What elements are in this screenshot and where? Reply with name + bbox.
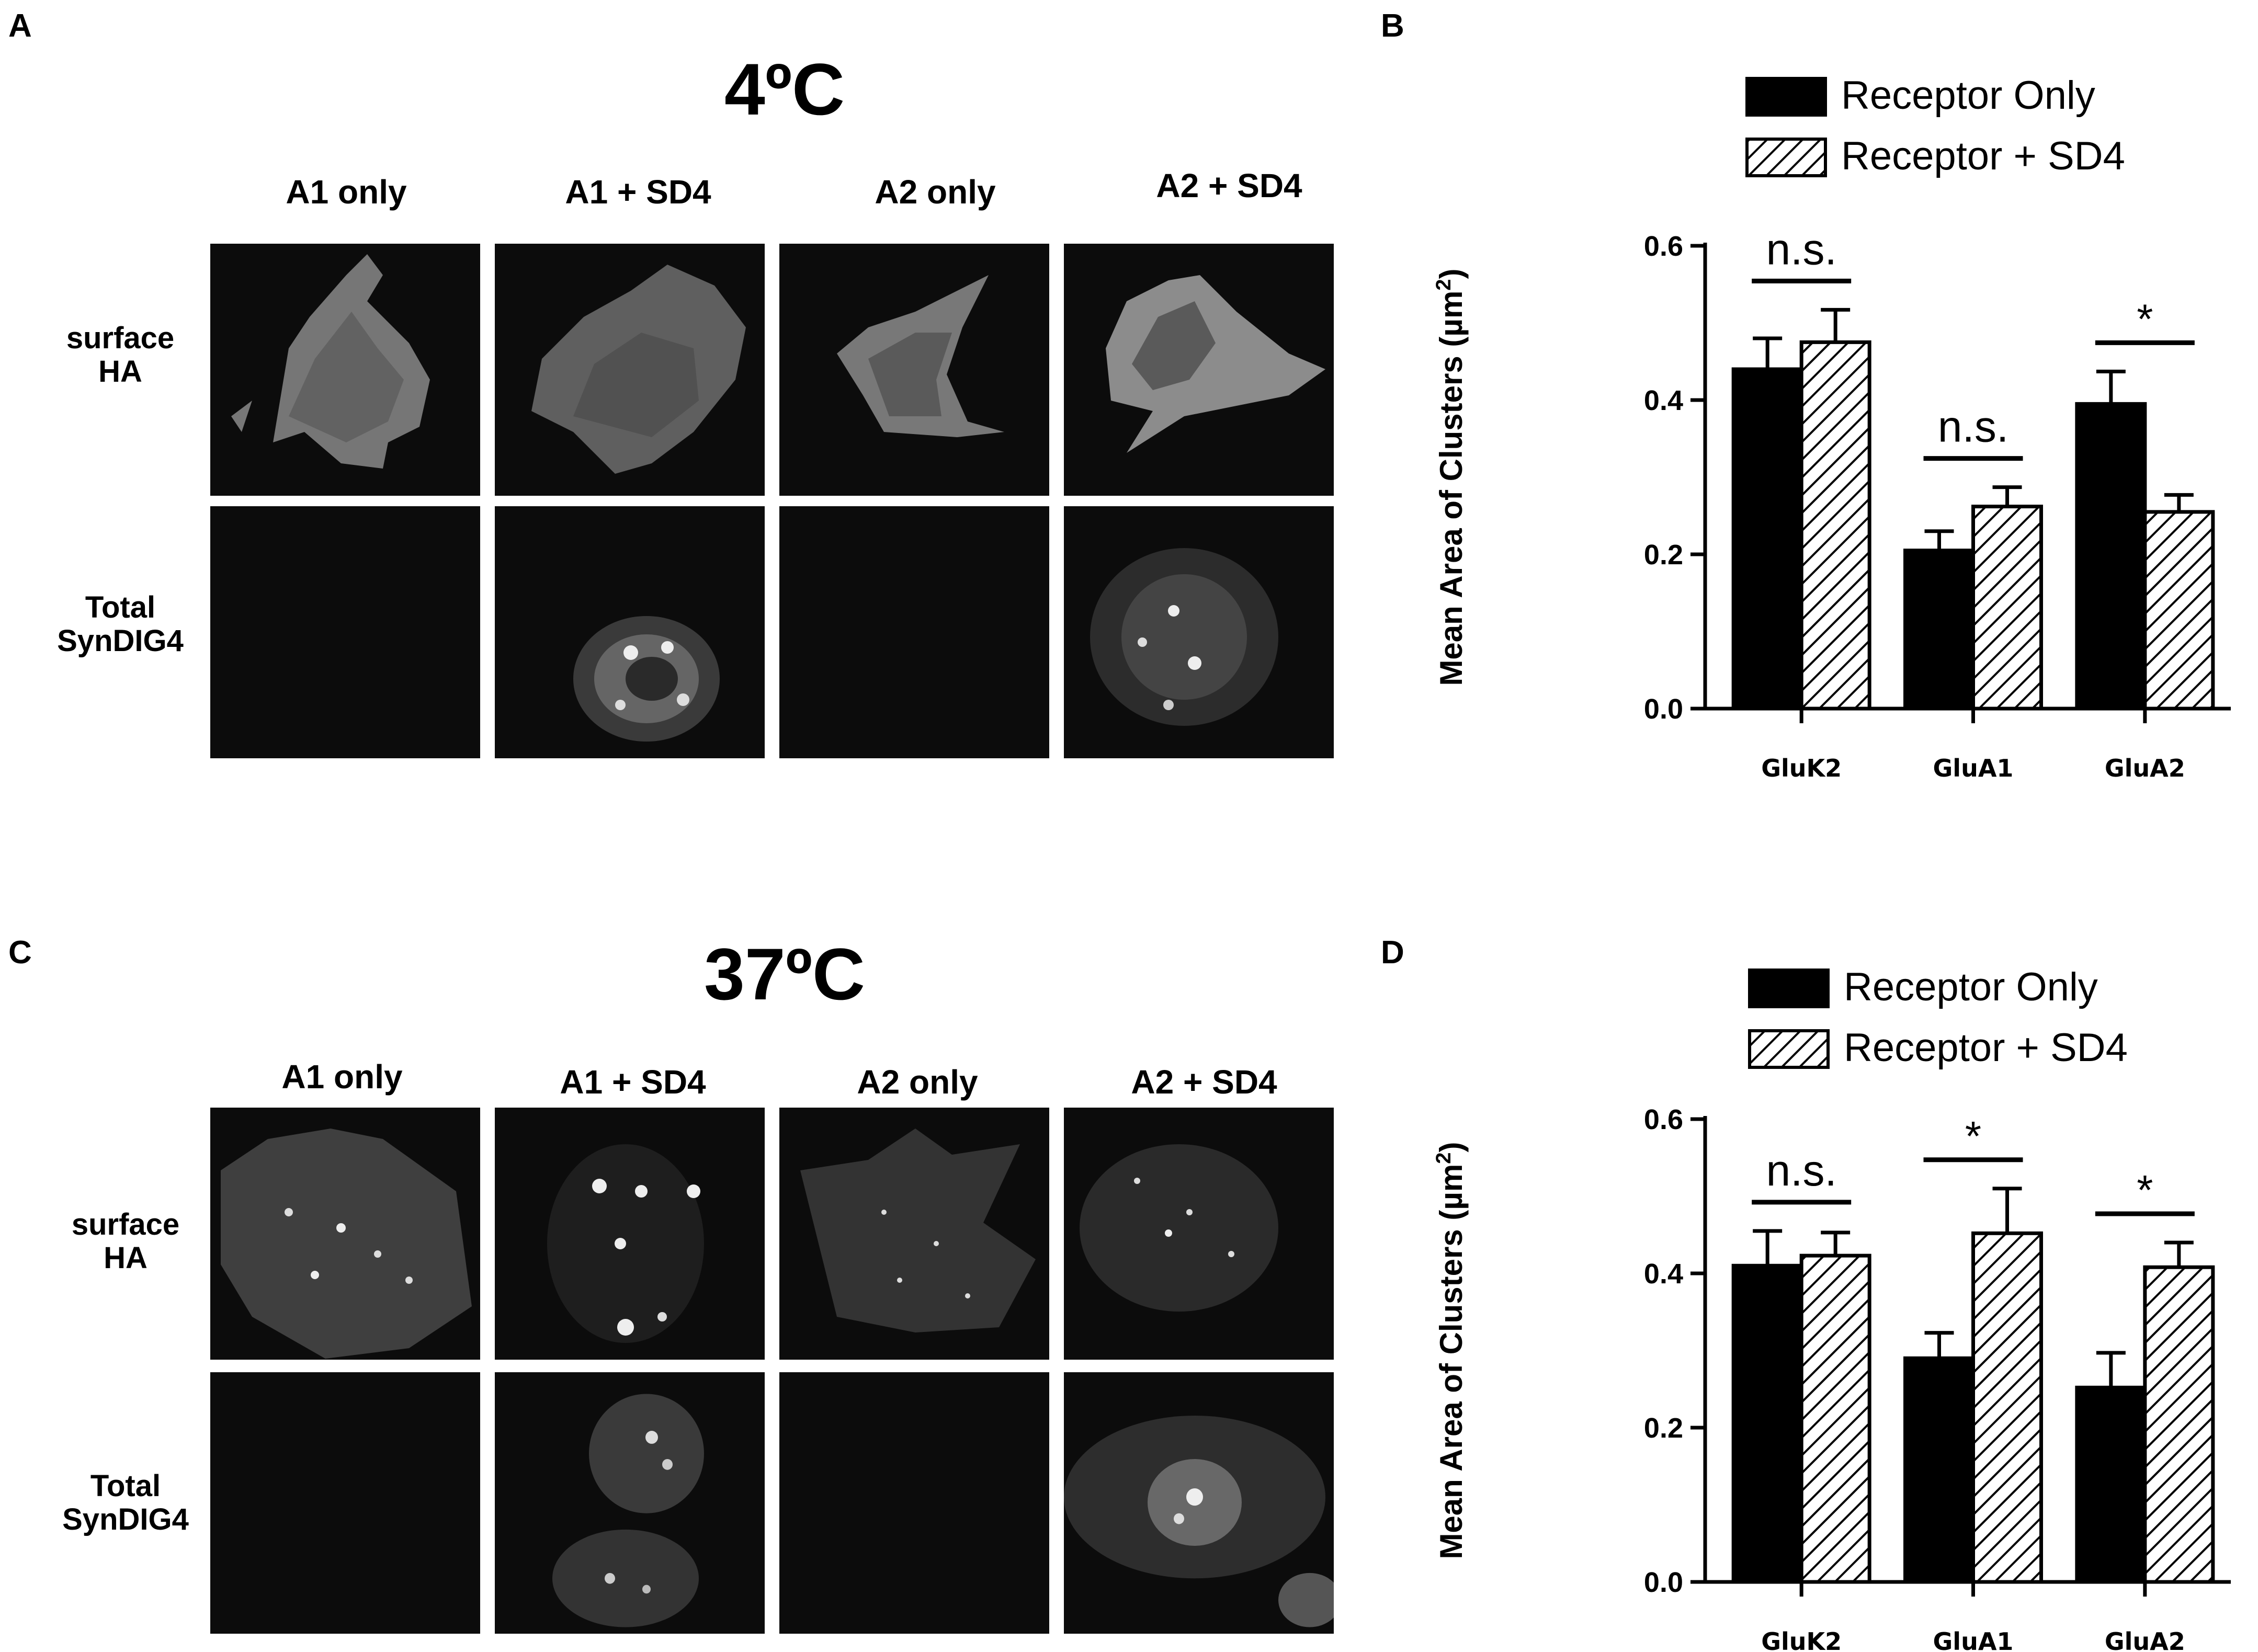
micrograph-c-total-a2-sd4 (1064, 1372, 1334, 1634)
row-label-line2: SynDIG4 (62, 1502, 189, 1536)
bar (1799, 340, 1871, 711)
panel-a-row-label-total: Total SynDIG4 (42, 591, 199, 658)
legend-label: Receptor Only (1844, 965, 2098, 1009)
y-tick-label: 0.4 (1644, 1258, 1683, 1290)
x-tick-label: GluA1 (1933, 754, 2014, 782)
micrograph-c-surface-a1 (210, 1108, 480, 1360)
significance-label: n.s. (1766, 1146, 1836, 1195)
panel-a-col-label-4: A2 + SD4 (1156, 167, 1302, 204)
bar (1971, 1231, 2043, 1584)
micrograph-c-total-a1 (210, 1372, 480, 1634)
row-label-line1: Total (90, 1469, 161, 1503)
panel-a-row-label-surface: surface HA (42, 322, 199, 389)
legend-swatch (1745, 138, 1827, 177)
x-tick-label: GluK2 (1761, 754, 1842, 782)
micrograph-a-total-a2 (779, 506, 1049, 758)
legend-label: Receptor Only (1841, 73, 2095, 118)
bar (1731, 1263, 1803, 1584)
micrograph-a-total-a2-sd4 (1064, 506, 1334, 758)
bar (2075, 1385, 2147, 1584)
bar (1903, 1356, 1975, 1584)
micrograph-c-total-a1-sd4 (495, 1372, 765, 1634)
legend-swatch (1748, 1029, 1830, 1069)
bar (2143, 510, 2215, 711)
row-label-line2: SynDIG4 (57, 624, 184, 658)
bar (2075, 402, 2147, 711)
y-tick-label: 0.4 (1644, 385, 1683, 416)
x-tick-label: GluA2 (2105, 754, 2185, 782)
significance-label: * (2137, 295, 2153, 342)
significance-label: n.s. (1766, 224, 1836, 274)
micrograph-c-surface-a2 (779, 1108, 1049, 1360)
x-tick-label: GluK2 (1761, 1627, 1842, 1652)
significance-label: n.s. (1938, 402, 2009, 451)
x-tick-label: GluA2 (2105, 1627, 2185, 1652)
panel-c-col-label-4: A2 + SD4 (1131, 1063, 1277, 1101)
legend-item: Receptor + SD4 (1745, 134, 2125, 178)
micrograph-c-surface-a1-sd4 (495, 1108, 765, 1360)
micrograph-a-surface-a2-sd4 (1064, 244, 1334, 496)
panel-c-title: 37ºC (704, 933, 865, 1015)
micrograph-a-total-a1-sd4 (495, 506, 765, 758)
legend-item: Receptor + SD4 (1748, 1026, 2128, 1070)
panel-letter-b: B (1381, 8, 1404, 44)
bar (1903, 549, 1975, 711)
micrograph-c-surface-a2-sd4 (1064, 1108, 1334, 1360)
micrograph-a-total-a1 (210, 506, 480, 758)
panel-c-col-label-1: A1 only (281, 1058, 403, 1096)
legend-item: Receptor Only (1745, 73, 2095, 118)
row-label-line1: surface (66, 321, 175, 355)
panel-letter-d: D (1381, 935, 1404, 971)
y-tick-label: 0.6 (1644, 1104, 1683, 1135)
row-label-line1: Total (85, 590, 156, 624)
y-axis-title: Mean Area of Clusters (µm2) (1432, 268, 1469, 686)
x-tick-label: GluA1 (1933, 1627, 2014, 1652)
legend-swatch (1745, 77, 1827, 117)
panel-c-row-label-total: Total SynDIG4 (47, 1469, 204, 1536)
panel-letter-a: A (8, 8, 32, 44)
panel-a-title: 4ºC (724, 48, 845, 130)
row-label-line2: HA (104, 1241, 147, 1275)
panel-a-col-label-3: A2 only (875, 173, 996, 211)
y-tick-label: 0.2 (1644, 539, 1683, 571)
bar (1799, 1254, 1871, 1584)
panel-c-col-label-3: A2 only (857, 1063, 978, 1101)
bar-chart-d: Receptor Only Receptor + SD4 0.0 0.2 0.4 0.6 M… (1432, 965, 2231, 1652)
y-tick-label: 0.2 (1644, 1412, 1683, 1444)
micrograph-a-surface-a1-sd4 (495, 244, 765, 496)
y-axis-title: Mean Area of Clusters (µm2) (1432, 1142, 1469, 1559)
bar (2143, 1265, 2215, 1584)
legend-label: Receptor + SD4 (1844, 1026, 2128, 1070)
micrograph-c-total-a2 (779, 1372, 1049, 1634)
micrograph-a-surface-a2 (779, 244, 1049, 496)
y-tick-label: 0.0 (1644, 1567, 1683, 1598)
panel-c-row-label-surface: surface HA (47, 1208, 204, 1275)
legend-label: Receptor + SD4 (1841, 134, 2125, 178)
panel-a-col-label-1: A1 only (286, 173, 407, 211)
significance-label: * (2137, 1167, 2153, 1213)
legend-swatch (1748, 969, 1830, 1008)
panel-a-col-label-2: A1 + SD4 (565, 173, 711, 211)
significance-label: * (1965, 1113, 1981, 1159)
panel-letter-c: C (8, 935, 32, 971)
bar-chart-b: Receptor Only Receptor + SD4 0.0 0.2 0.4 0.6 M… (1432, 73, 2231, 782)
row-label-line2: HA (98, 355, 142, 389)
y-tick-label: 0.6 (1644, 231, 1683, 262)
micrograph-a-surface-a1 (210, 244, 480, 496)
bar (1731, 367, 1803, 711)
y-tick-label: 0.0 (1644, 693, 1683, 725)
legend-item: Receptor Only (1748, 965, 2098, 1009)
row-label-line1: surface (71, 1207, 180, 1241)
panel-c-col-label-2: A1 + SD4 (560, 1063, 706, 1101)
bar (1971, 505, 2043, 711)
